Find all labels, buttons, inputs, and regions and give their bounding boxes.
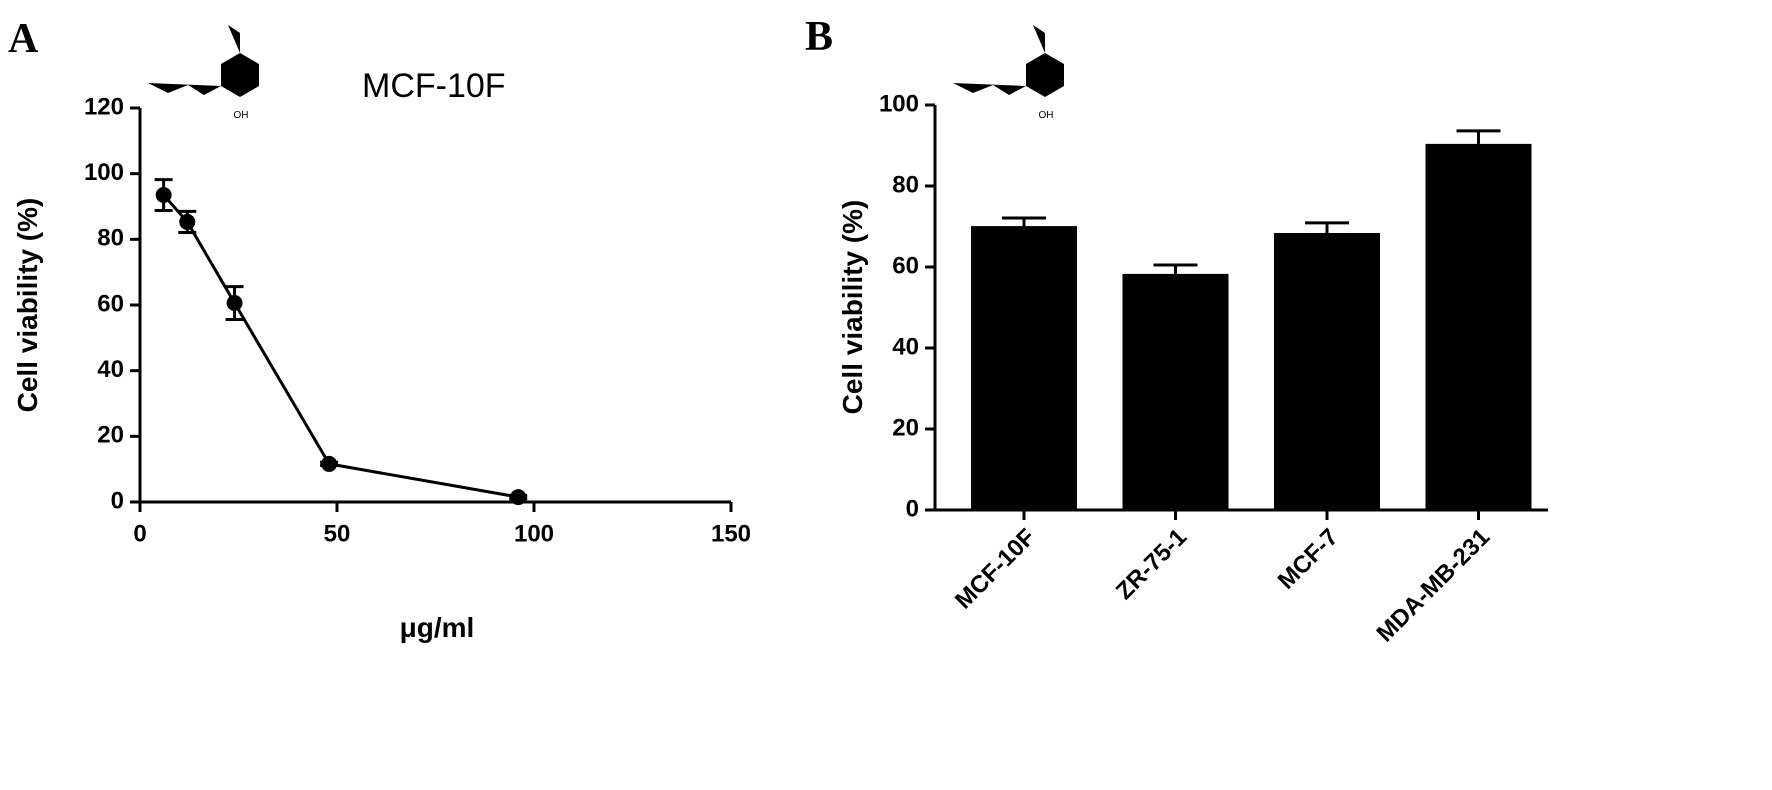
line — [162, 194, 519, 499]
annotation: MCF-10F — [362, 67, 506, 105]
x-tick-label: 150 — [711, 520, 751, 547]
error-bar — [1002, 216, 1046, 227]
x-tick-label: ZR-75-1 — [1111, 524, 1192, 605]
x-tick-label: 100 — [514, 520, 554, 547]
chemical-structure — [953, 25, 1064, 113]
x-tick-label: MCF-7 — [1273, 524, 1344, 595]
y-axis-title: Cell viability (%) — [837, 200, 868, 415]
structure-label: OH — [1039, 110, 1054, 121]
y-tick-label: 20 — [97, 422, 124, 449]
y-tick-label: 120 — [84, 93, 124, 120]
y-tick-label: 60 — [892, 252, 919, 279]
point — [155, 187, 172, 204]
bar — [1425, 143, 1532, 510]
panel-label: B — [805, 14, 833, 60]
bar — [1122, 273, 1229, 510]
y-tick-label: 40 — [892, 333, 919, 360]
chemical-structure — [148, 25, 259, 113]
error-bar — [1305, 221, 1349, 233]
bar — [1274, 232, 1380, 511]
y-tick-label: 40 — [97, 356, 124, 383]
bar — [971, 226, 1077, 510]
panel-label: A — [8, 16, 39, 62]
x-tick-label: 50 — [324, 520, 351, 547]
structure-label: OH — [234, 110, 249, 121]
y-tick-label: 20 — [892, 414, 919, 441]
x-axis-title: μg/ml — [400, 612, 475, 643]
x-tick-label: MDA-MB-231 — [1371, 524, 1495, 648]
y-axis-title: Cell viability (%) — [12, 198, 43, 413]
error-bar — [1456, 129, 1501, 144]
y-tick-label: 100 — [84, 159, 124, 186]
point — [321, 455, 338, 472]
point — [510, 489, 527, 506]
error-bar — [1153, 263, 1198, 274]
y-tick-label: 80 — [97, 225, 124, 252]
point — [179, 213, 196, 230]
point — [226, 295, 243, 312]
y-tick-label: 0 — [111, 487, 124, 514]
y-tick-label: 60 — [97, 290, 124, 317]
x-tick-label: 0 — [133, 520, 146, 547]
y-tick-label: 80 — [892, 171, 919, 198]
y-tick-label: 100 — [879, 90, 919, 117]
x-tick-label: MCF-10F — [950, 524, 1041, 615]
y-tick-label: 0 — [906, 495, 919, 522]
